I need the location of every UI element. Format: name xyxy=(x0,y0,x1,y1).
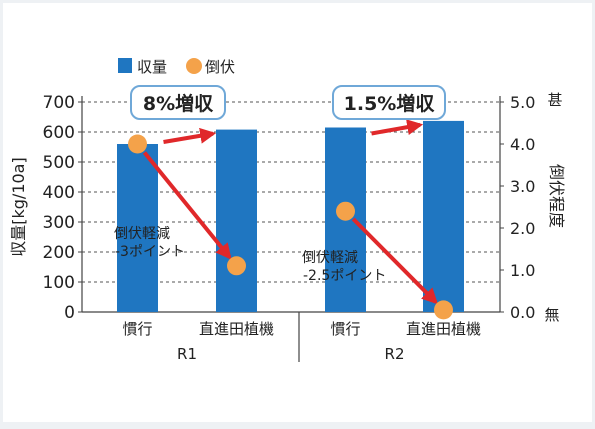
lodging-arrow xyxy=(351,217,439,305)
x-tick-label: 直進田植機 xyxy=(406,320,481,338)
x-tick-label: 直進田植機 xyxy=(199,320,274,338)
lodging-note-line1: 倒伏軽減 xyxy=(302,249,358,266)
y-tick-right-label: 0.0 xyxy=(510,303,535,322)
gain-label-box xyxy=(332,85,446,120)
chart-background xyxy=(3,3,592,422)
y-axis-left-title: 収量[kg/10a] xyxy=(9,157,28,256)
y-tick-left-label: 300 xyxy=(43,213,75,233)
bar xyxy=(423,120,464,313)
y-tick-right-label: 1.0 xyxy=(510,261,535,280)
y-tick-left-label: 500 xyxy=(43,153,75,173)
legend-lodging-swatch xyxy=(186,58,202,74)
y-axis-right-title: 倒伏程度 xyxy=(547,164,566,228)
legend-yield-swatch xyxy=(118,58,132,73)
yield-arrow xyxy=(371,119,424,136)
y-tick-right-label: 5.0 xyxy=(510,93,535,112)
gain-label: 1.5%増収 xyxy=(344,92,436,115)
y-tick-right-label: 2.0 xyxy=(510,219,535,238)
y-tick-left-label: 700 xyxy=(43,93,75,113)
y-tick-right-label: 4.0 xyxy=(510,135,535,154)
lodging-dot xyxy=(434,300,453,320)
right-axis-top-label: 甚 xyxy=(547,91,562,109)
group-label: R1 xyxy=(177,345,197,363)
lodging-note-line2: -2.5ポイント xyxy=(303,268,386,284)
group-label: R2 xyxy=(385,345,405,363)
lodging-dot xyxy=(336,201,355,221)
legend-lodging-label: 倒伏 xyxy=(205,58,235,76)
lodging-dot xyxy=(227,256,246,276)
yield-arrow xyxy=(163,127,217,144)
x-tick-label: 慣行 xyxy=(122,320,152,338)
x-tick-label: 慣行 xyxy=(330,320,360,338)
lodging-arrow xyxy=(142,151,232,260)
bar xyxy=(117,144,158,312)
right-axis-bottom-label: 無 xyxy=(544,306,559,324)
y-tick-left-label: 200 xyxy=(43,243,75,263)
gain-label-box xyxy=(130,85,226,120)
legend-yield-label: 収量 xyxy=(137,58,167,76)
gain-label: 8%増収 xyxy=(143,92,214,115)
lodging-dot xyxy=(128,134,147,154)
lodging-note-line2: -3ポイント xyxy=(115,244,185,260)
bar xyxy=(216,129,257,312)
y-tick-left-label: 0 xyxy=(64,303,75,323)
y-tick-left-label: 600 xyxy=(43,123,75,143)
lodging-note-line1: 倒伏軽減 xyxy=(114,225,170,242)
y-tick-left-label: 400 xyxy=(43,183,75,203)
y-tick-left-label: 100 xyxy=(43,273,75,293)
y-tick-right-label: 3.0 xyxy=(510,177,535,196)
